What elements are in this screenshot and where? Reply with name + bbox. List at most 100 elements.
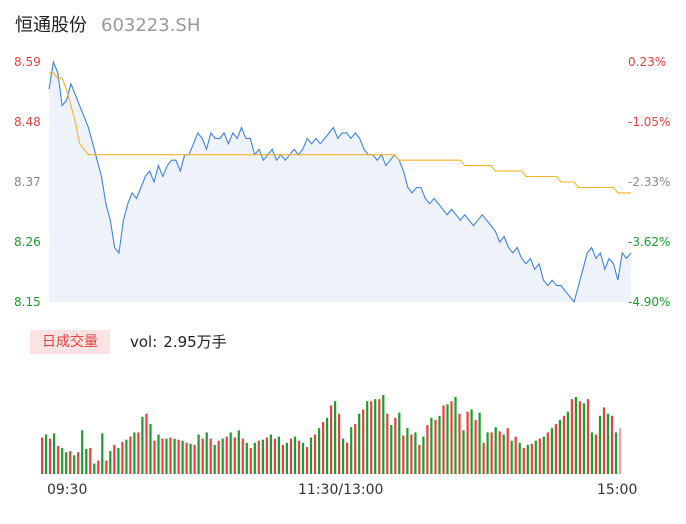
volume-bar xyxy=(213,444,216,474)
volume-bar xyxy=(426,425,429,474)
volume-bar xyxy=(181,440,184,474)
volume-bar xyxy=(590,432,594,474)
price-tick-label: 8.59 xyxy=(14,55,41,69)
volume-bar xyxy=(313,434,317,474)
volume-bar xyxy=(129,436,132,474)
volume-bar xyxy=(334,401,337,474)
volume-bar xyxy=(354,424,357,474)
volume-bar xyxy=(611,415,614,474)
volume-bar xyxy=(566,411,570,474)
volume-bar xyxy=(594,434,598,474)
volume-bar xyxy=(615,432,618,474)
volume-bar xyxy=(402,435,405,474)
volume-bar xyxy=(101,433,104,474)
volume-bar xyxy=(141,416,144,474)
volume-bar xyxy=(81,430,84,474)
stock-name: 恒通股份 xyxy=(15,15,87,36)
volume-bar xyxy=(149,424,152,474)
volume-bar xyxy=(289,438,293,474)
volume-bar xyxy=(277,436,281,474)
volume-bar xyxy=(390,425,393,474)
volume-bar xyxy=(225,436,228,474)
volume-label: vol: xyxy=(130,333,158,351)
volume-bar xyxy=(458,413,461,474)
volume-bar xyxy=(578,401,582,474)
volume-bar xyxy=(602,407,606,474)
volume-bar xyxy=(438,415,441,474)
volume-bar xyxy=(113,444,116,474)
volume-bar xyxy=(446,404,449,474)
pct-tick-label: -4.90% xyxy=(628,295,671,309)
volume-bar xyxy=(133,432,136,474)
volume-bar xyxy=(434,419,437,474)
volume-bar xyxy=(45,434,48,474)
volume-bar xyxy=(470,409,473,474)
volume-bar xyxy=(406,428,409,474)
x-tick-label-midday: 11:30/13:00 xyxy=(298,482,384,498)
volume-bar xyxy=(410,434,413,474)
price-line xyxy=(48,59,632,304)
volume-bar xyxy=(41,437,44,474)
volume-bar xyxy=(418,444,421,474)
volume-bar xyxy=(217,440,220,474)
volume-bar xyxy=(606,413,610,474)
volume-bar xyxy=(245,442,248,474)
volume-bar xyxy=(185,442,188,474)
volume-bar xyxy=(177,439,180,474)
volume-bar xyxy=(474,419,477,474)
volume-bar xyxy=(237,430,240,474)
volume-bar xyxy=(249,448,252,474)
volume-bar xyxy=(89,448,92,474)
average-line xyxy=(49,72,631,194)
volume-bar xyxy=(558,419,562,474)
pct-tick-label: -1.05% xyxy=(628,115,671,129)
volume-bar xyxy=(125,439,128,474)
volume-bar xyxy=(117,448,120,474)
volume-bar xyxy=(93,463,96,474)
volume-bar xyxy=(530,443,533,474)
volume-bar xyxy=(454,397,457,474)
volume-bar xyxy=(165,438,168,474)
x-tick-label-open: 09:30 xyxy=(47,482,88,498)
volume-bar xyxy=(209,438,212,474)
volume-bar xyxy=(550,428,554,474)
volume-bar xyxy=(486,432,489,474)
volume-bar xyxy=(526,444,529,474)
volume-bar xyxy=(109,451,112,474)
price-tick-label: 8.37 xyxy=(14,175,41,189)
price-tick-label: 8.48 xyxy=(14,115,41,129)
pct-tick-label: -2.33% xyxy=(628,175,671,189)
volume-bar xyxy=(293,436,297,474)
volume-bar xyxy=(514,436,517,474)
volume-bar xyxy=(322,422,325,474)
volume-tab[interactable]: 日成交量 xyxy=(30,330,110,354)
volume-bar xyxy=(582,403,586,474)
volume-bar xyxy=(305,447,309,474)
volume-bar xyxy=(378,399,381,474)
volume-bar xyxy=(382,395,385,474)
volume-bar xyxy=(330,405,333,474)
volume-bar xyxy=(394,417,397,474)
volume-bar xyxy=(462,430,465,474)
stock-title: 恒通股份 603223.SH xyxy=(15,12,200,40)
volume-value: 2.95万手 xyxy=(163,333,227,351)
volume-bar xyxy=(253,442,256,474)
volume-bar xyxy=(69,451,72,474)
volume-bar xyxy=(570,399,574,474)
volume-bar xyxy=(145,413,148,474)
volume-bar xyxy=(510,440,513,474)
volume-bar xyxy=(478,412,481,474)
volume-bar xyxy=(233,437,236,474)
volume-readout: vol: 2.95万手 xyxy=(130,330,227,354)
volume-bar xyxy=(619,428,622,474)
volume-bar xyxy=(522,448,525,474)
volume-bar xyxy=(546,432,549,474)
price-tick-label: 8.15 xyxy=(14,295,41,309)
volume-bar xyxy=(61,448,64,474)
volume-bar xyxy=(49,438,52,474)
volume-bar xyxy=(490,432,493,474)
volume-bar xyxy=(450,401,453,474)
volume-bar xyxy=(197,434,200,474)
volume-bar xyxy=(297,440,301,474)
